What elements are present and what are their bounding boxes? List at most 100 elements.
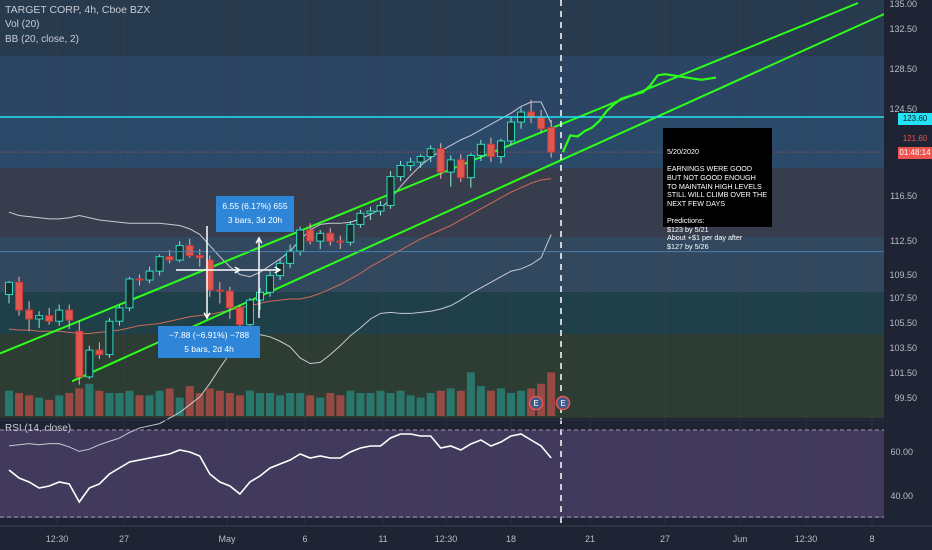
candle-down [456, 159, 465, 179]
candle-up [115, 307, 124, 322]
candle-up [35, 315, 44, 320]
channel-lower-line[interactable] [71, 13, 885, 383]
candle-down [165, 256, 174, 261]
time-tick-label: 27 [660, 534, 670, 544]
volume-bar [105, 393, 114, 416]
volume-bar [496, 388, 505, 416]
volume-bar [306, 395, 315, 416]
candle-down [95, 349, 104, 356]
volume-bar [55, 395, 64, 416]
volume-bar [266, 393, 275, 416]
candle-up [406, 161, 415, 166]
color-zone-5 [0, 292, 884, 334]
measure-up-horizontal-arrow-head [274, 266, 282, 274]
rsi-tick-label: 40.00 [890, 491, 913, 501]
candle-up [55, 309, 64, 322]
bb-basis-line [8, 178, 552, 334]
candle-down [436, 148, 445, 173]
measure-up-line2: 3 bars, 3d 20h [227, 215, 283, 225]
candle-up [175, 245, 184, 261]
volume-bar [256, 393, 264, 416]
candle-down [306, 229, 315, 242]
measure-up-box[interactable]: 6.55 (6.17%) 655 3 bars, 3d 20h [216, 196, 294, 232]
candle-up [286, 250, 295, 264]
volume-bar [155, 390, 164, 416]
volume-bar [286, 393, 295, 416]
volume-bar [215, 390, 224, 416]
candle-down [225, 290, 234, 309]
volume-bar [456, 390, 465, 416]
measure-down-line2: 5 bars, 2d 4h [184, 344, 234, 354]
volume-bar [145, 395, 154, 416]
time-tick-label: 6 [302, 534, 307, 544]
measure-up-line1: 6.55 (6.17%) 655 [222, 201, 288, 211]
candle-up [145, 270, 154, 281]
volume-bar [65, 393, 74, 416]
candle-up [356, 212, 365, 225]
volume-bar [406, 395, 415, 416]
volume-bar [386, 393, 395, 416]
volume-bar [35, 397, 44, 416]
volume-bar [346, 390, 355, 416]
measure-down-box[interactable]: −7.88 (−6.91%) −788 5 bars, 2d 4h [158, 326, 260, 358]
measure-down-vertical-arrow-head [203, 312, 211, 320]
rsi-tick-label: 60.00 [890, 447, 913, 457]
earnings-icon [528, 395, 544, 411]
volume-bar [45, 399, 54, 416]
candle-down [547, 127, 556, 153]
candle-up [416, 156, 425, 163]
rsi-line[interactable] [8, 433, 552, 504]
volume-bar [125, 390, 134, 416]
volume-bar [517, 390, 526, 416]
volume-bar [476, 386, 485, 416]
volume-bar [205, 388, 214, 416]
volume-bar [486, 390, 495, 416]
volume-bar [316, 397, 325, 416]
volume-bar [446, 388, 455, 416]
candle-down [235, 307, 244, 326]
earnings-label: E [533, 399, 538, 408]
candle-up [466, 154, 475, 179]
volume-bar [366, 393, 375, 416]
volume-bar [507, 393, 515, 416]
time-tick-label: 12:30 [795, 534, 818, 544]
candle-up [446, 159, 455, 173]
candle-down [215, 289, 224, 292]
time-tick-label: 18 [506, 534, 516, 544]
candle-up [376, 205, 385, 212]
symbol-title[interactable]: TARGET CORP, 4h, Cboe BZX [5, 4, 151, 16]
candle-up [256, 291, 264, 301]
candle-down [486, 143, 495, 158]
candle-up [346, 223, 355, 243]
candle-down [15, 281, 24, 311]
volume-bar [396, 390, 405, 416]
volume-bar [95, 390, 104, 416]
price-tick-label: 105.50 [889, 318, 917, 328]
volume-bar [235, 395, 244, 416]
earnings-label: E [560, 399, 565, 408]
price-tick-label: 101.50 [889, 368, 917, 378]
price-tick-label: 109.50 [889, 270, 917, 280]
candle-up [155, 256, 164, 272]
measure-up-vertical-arrow-head [255, 236, 263, 244]
prediction-note[interactable]: 5/20/2020 EARNINGS WERE GOOD BUT NOT GOO… [663, 128, 772, 251]
channel-upper-line[interactable] [0, 2, 859, 355]
candle-up [476, 143, 485, 156]
volume-bar [276, 395, 285, 416]
volume-bar [296, 393, 305, 416]
volume-bar [336, 395, 345, 416]
volume-bar [356, 393, 365, 416]
time-tick-label: 27 [119, 534, 129, 544]
rsi-legend[interactable]: RSI (14, close) [5, 423, 72, 434]
candle-up [266, 275, 275, 293]
last-close-tag: 121.60 [902, 134, 928, 143]
rsi-band [0, 430, 884, 518]
forecast-path[interactable] [561, 73, 717, 153]
price-tick-label: 99.50 [894, 393, 917, 403]
bb-legend[interactable]: BB (20, close, 2) [5, 34, 79, 45]
volume-bar [25, 395, 34, 416]
candle-up [507, 121, 515, 142]
volume-bar [245, 390, 254, 416]
vol-legend[interactable]: Vol (20) [5, 19, 40, 30]
